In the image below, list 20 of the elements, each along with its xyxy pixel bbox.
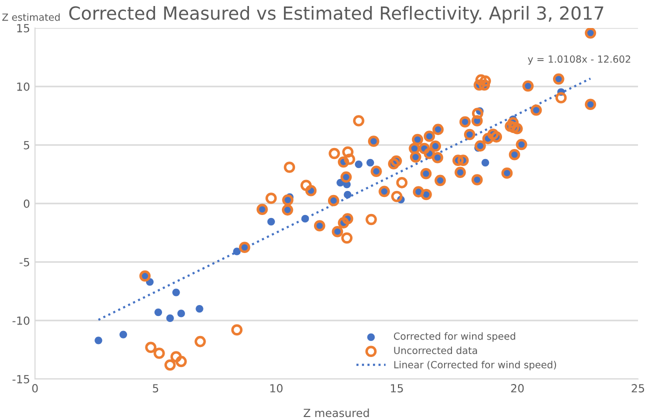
x-tick-label: 10 [270, 384, 283, 392]
x-tick-label: 25 [632, 384, 644, 392]
y-tick-label: -15 [12, 375, 30, 384]
legend-label: Linear (Corrected for wind speed) [394, 360, 556, 370]
y-tick-label: -10 [12, 316, 30, 325]
chart-title: Corrected Measured vs Estimated Reflectivity. April 3, 2017 [69, 6, 604, 24]
y-tick-label: 10 [17, 82, 30, 91]
x-tick-label: 0 [32, 384, 38, 392]
x-tick-label: 15 [390, 384, 403, 392]
legend-label: Uncorrected data [394, 346, 477, 354]
x-tick-label: 20 [511, 384, 524, 392]
y-tick-label: 15 [17, 24, 30, 32]
x-axis-title: Z measured [304, 408, 369, 418]
legend-label: Corrected for wind speed [394, 332, 516, 342]
y-tick-label: -5 [20, 258, 30, 266]
x-tick-label: 5 [152, 384, 158, 392]
y-tick-label: 5 [24, 141, 30, 150]
y-tick-label: 0 [24, 199, 30, 208]
annotation: y = 1.0108x - 12.602 [528, 55, 630, 65]
y-axis-title: Z estimated [2, 13, 60, 21]
